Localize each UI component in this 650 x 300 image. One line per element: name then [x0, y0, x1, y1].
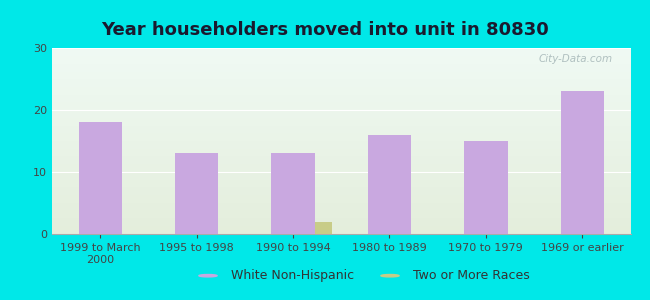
- Bar: [315, 222, 332, 234]
- Text: City-Data.com: City-Data.com: [539, 54, 613, 64]
- Bar: [560, 92, 604, 234]
- Bar: [271, 153, 315, 234]
- Ellipse shape: [199, 274, 217, 277]
- Bar: [79, 122, 122, 234]
- Text: Two or More Races: Two or More Races: [413, 269, 530, 282]
- Bar: [464, 141, 508, 234]
- Bar: [175, 153, 218, 234]
- Ellipse shape: [381, 274, 399, 277]
- Text: Year householders moved into unit in 80830: Year householders moved into unit in 808…: [101, 21, 549, 39]
- Bar: [368, 135, 411, 234]
- Text: White Non-Hispanic: White Non-Hispanic: [231, 269, 354, 282]
